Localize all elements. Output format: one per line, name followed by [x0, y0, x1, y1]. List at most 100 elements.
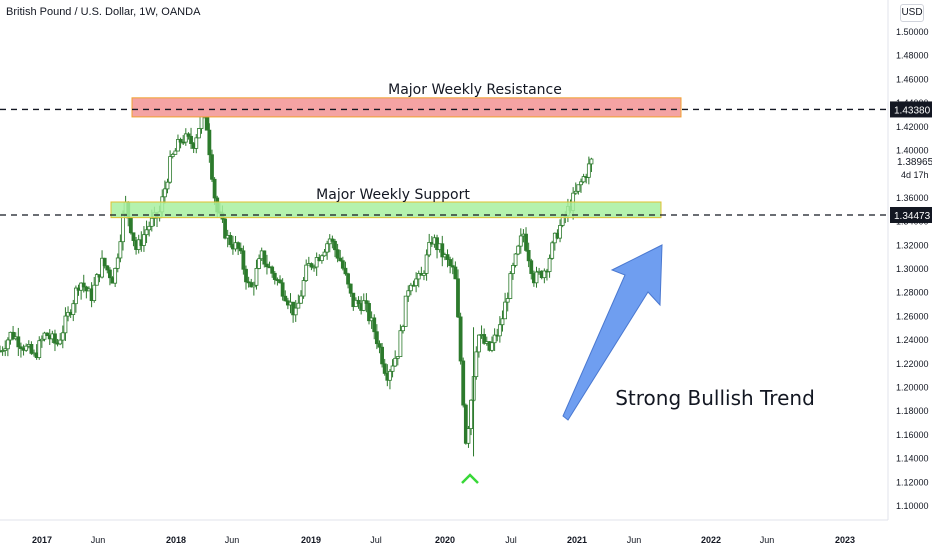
candle[interactable] [194, 134, 199, 154]
candle[interactable] [147, 221, 152, 237]
candle[interactable] [448, 256, 453, 274]
candle[interactable] [212, 177, 217, 205]
candle[interactable] [131, 232, 136, 247]
candle[interactable] [45, 332, 50, 337]
candle[interactable] [293, 300, 298, 322]
bullish-trend-arrow[interactable] [562, 244, 663, 421]
candle[interactable] [500, 310, 505, 332]
candle[interactable] [105, 265, 110, 274]
candle[interactable] [118, 234, 123, 263]
candle[interactable] [518, 228, 523, 254]
candle[interactable] [251, 281, 256, 296]
candle[interactable] [29, 341, 34, 355]
candle[interactable] [414, 272, 419, 293]
candle[interactable] [398, 324, 403, 358]
candle[interactable] [312, 264, 316, 272]
candle[interactable] [511, 262, 515, 280]
candle[interactable] [238, 242, 243, 254]
candle[interactable] [581, 173, 586, 184]
candle[interactable] [223, 217, 227, 240]
candle[interactable] [42, 331, 47, 342]
candle[interactable] [542, 268, 547, 284]
candle[interactable] [589, 157, 594, 173]
candle[interactable] [183, 128, 188, 146]
candle[interactable] [5, 337, 10, 357]
candle[interactable] [388, 369, 392, 390]
candle[interactable] [513, 253, 518, 268]
candle[interactable] [427, 233, 432, 258]
candle[interactable] [356, 296, 361, 309]
candle[interactable] [380, 342, 384, 368]
candle[interactable] [73, 285, 78, 313]
candle[interactable] [16, 327, 21, 357]
candle[interactable] [11, 325, 15, 341]
candle[interactable] [497, 316, 502, 343]
candle[interactable] [367, 300, 371, 325]
candle[interactable] [482, 328, 487, 345]
resistance-price-tag[interactable]: 1.43380 [890, 101, 932, 118]
candle[interactable] [322, 249, 327, 257]
candle[interactable] [24, 343, 29, 352]
candle[interactable] [453, 261, 458, 280]
candle[interactable] [210, 149, 214, 182]
resistance-zone[interactable] [131, 97, 682, 118]
candle[interactable] [573, 182, 578, 195]
candle[interactable] [278, 275, 282, 284]
candle[interactable] [173, 148, 178, 155]
candle[interactable] [142, 226, 146, 252]
candle[interactable] [461, 357, 466, 408]
candle[interactable] [128, 217, 133, 235]
candle[interactable] [361, 293, 366, 312]
candle[interactable] [330, 235, 335, 249]
candle[interactable] [576, 184, 581, 195]
candle[interactable] [270, 265, 275, 278]
candle[interactable] [401, 324, 405, 334]
candle[interactable] [301, 277, 306, 299]
candle[interactable] [579, 178, 583, 193]
candle[interactable] [524, 227, 528, 252]
candle[interactable] [178, 137, 183, 149]
candle[interactable] [492, 328, 497, 351]
candle[interactable] [445, 249, 450, 268]
candle[interactable] [144, 220, 149, 244]
candle[interactable] [469, 399, 473, 436]
candle[interactable] [377, 340, 382, 354]
candle[interactable] [335, 243, 340, 263]
candle[interactable] [466, 425, 471, 448]
candle[interactable] [503, 292, 507, 320]
candle[interactable] [395, 356, 400, 366]
candle[interactable] [71, 299, 76, 322]
candle[interactable] [108, 267, 112, 286]
candle[interactable] [526, 242, 531, 268]
candle[interactable] [262, 250, 267, 268]
candle[interactable] [115, 253, 120, 273]
candle[interactable] [534, 266, 539, 288]
candle[interactable] [458, 312, 463, 365]
candle[interactable] [343, 261, 348, 276]
candle[interactable] [390, 359, 395, 378]
candle[interactable] [416, 270, 421, 288]
candle[interactable] [254, 259, 259, 290]
candle[interactable] [283, 290, 288, 302]
candle[interactable] [314, 252, 319, 276]
candle[interactable] [333, 238, 337, 258]
candle[interactable] [338, 249, 343, 262]
candle[interactable] [372, 314, 377, 340]
candle[interactable] [92, 276, 97, 303]
candle[interactable] [244, 265, 248, 290]
candle[interactable] [450, 257, 455, 275]
candle[interactable] [364, 293, 369, 313]
candle[interactable] [406, 285, 411, 302]
candle[interactable] [196, 128, 201, 139]
candle[interactable] [456, 269, 460, 319]
candle[interactable] [440, 235, 445, 267]
candle[interactable] [382, 358, 387, 376]
candle[interactable] [403, 295, 408, 327]
candle[interactable] [346, 272, 350, 289]
candle[interactable] [474, 346, 479, 380]
candle[interactable] [529, 258, 534, 280]
candle[interactable] [477, 334, 481, 358]
candle[interactable] [39, 335, 44, 348]
candle[interactable] [228, 232, 233, 248]
